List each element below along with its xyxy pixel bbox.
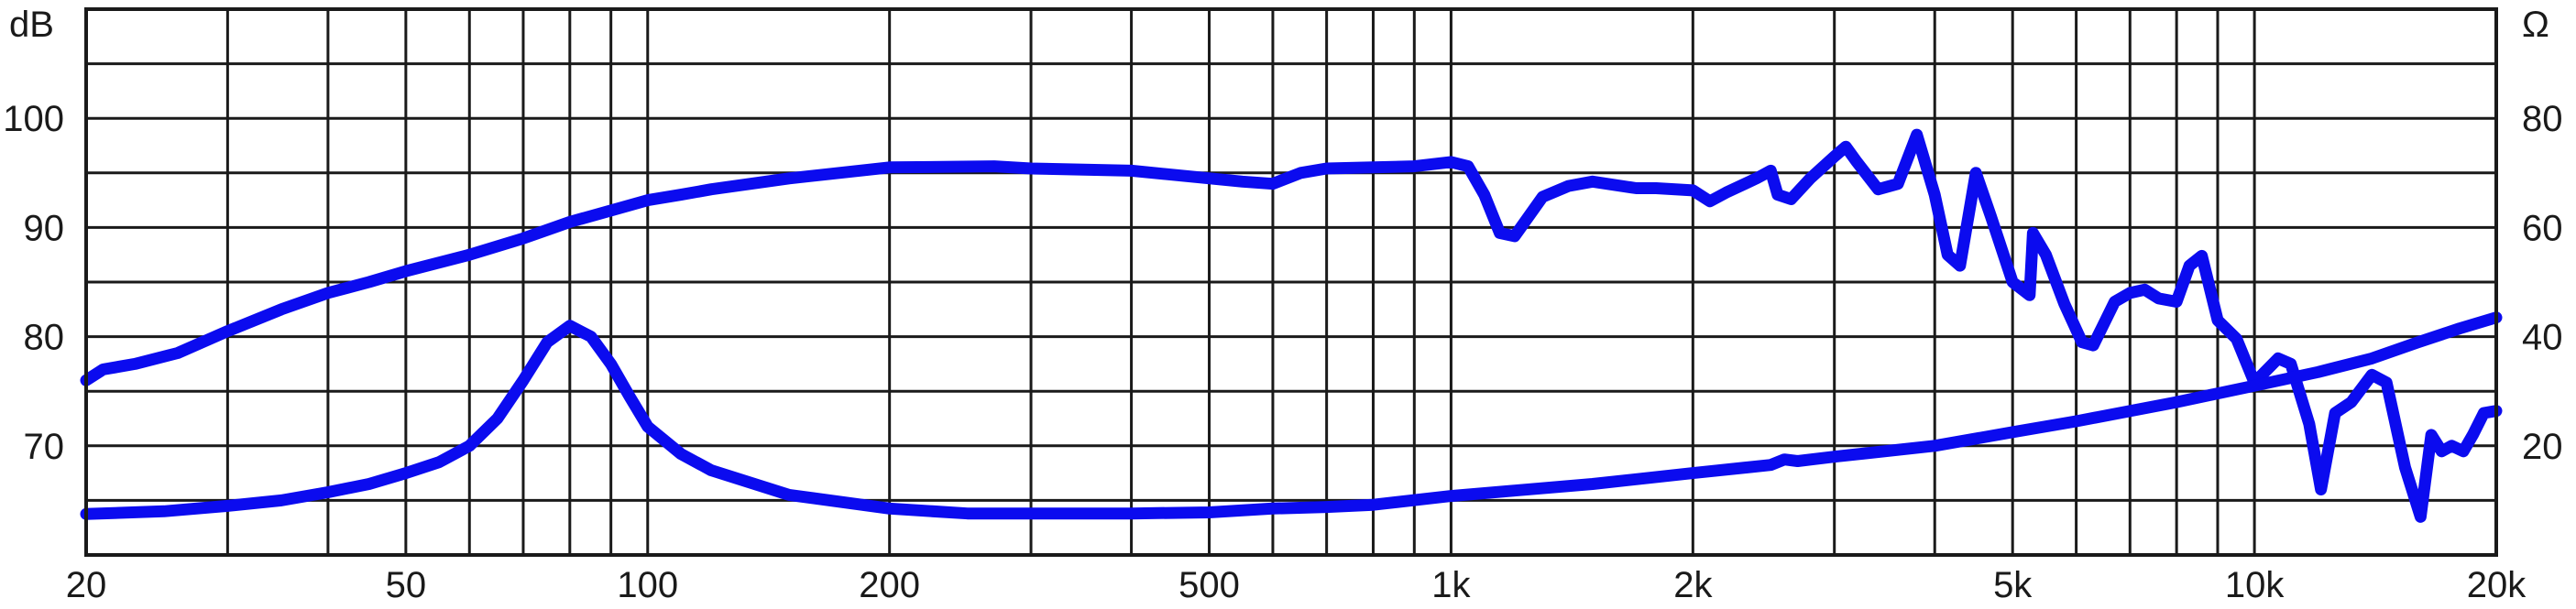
- x-tick-label: 5k: [1993, 565, 2033, 605]
- plot-frame: [84, 7, 2498, 557]
- y-left-tick-label: 90: [24, 208, 65, 248]
- x-tick-label: 50: [386, 565, 427, 605]
- left-axis-unit: dB: [9, 5, 54, 45]
- x-tick-label: 100: [617, 565, 678, 605]
- x-tick-label: 10k: [2225, 565, 2285, 605]
- spl-curve: [80, 128, 2503, 523]
- impedance-curve: [80, 311, 2503, 520]
- x-tick-label: 20: [66, 565, 107, 605]
- x-tick-label: 20k: [2467, 565, 2527, 605]
- y-left-tick-label: 80: [24, 318, 65, 358]
- y-left-tick-label: 100: [3, 99, 64, 139]
- x-tick-label: 2k: [1673, 565, 1713, 605]
- y-right-tick-label: 20: [2522, 427, 2563, 467]
- x-tick-label: 1k: [1431, 565, 1471, 605]
- right-axis-unit: Ω: [2522, 5, 2549, 45]
- curves: [80, 128, 2503, 523]
- y-right-tick-label: 40: [2522, 318, 2563, 358]
- tick-labels: 20 50 100 200 500 1k 2k 5k 10k 20k 70 80 90 100 20 40 60…: [3, 99, 2562, 605]
- y-left-tick-label: 70: [24, 427, 65, 467]
- x-tick-label: 200: [859, 565, 920, 605]
- x-tick-label: 500: [1178, 565, 1240, 605]
- y-right-tick-label: 60: [2522, 208, 2563, 248]
- grid-lines: [86, 9, 2496, 555]
- y-right-tick-label: 80: [2522, 99, 2563, 139]
